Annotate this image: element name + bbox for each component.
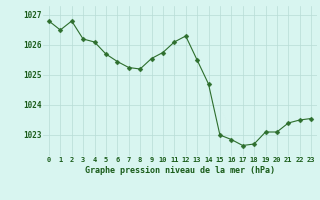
X-axis label: Graphe pression niveau de la mer (hPa): Graphe pression niveau de la mer (hPa) bbox=[85, 166, 275, 175]
